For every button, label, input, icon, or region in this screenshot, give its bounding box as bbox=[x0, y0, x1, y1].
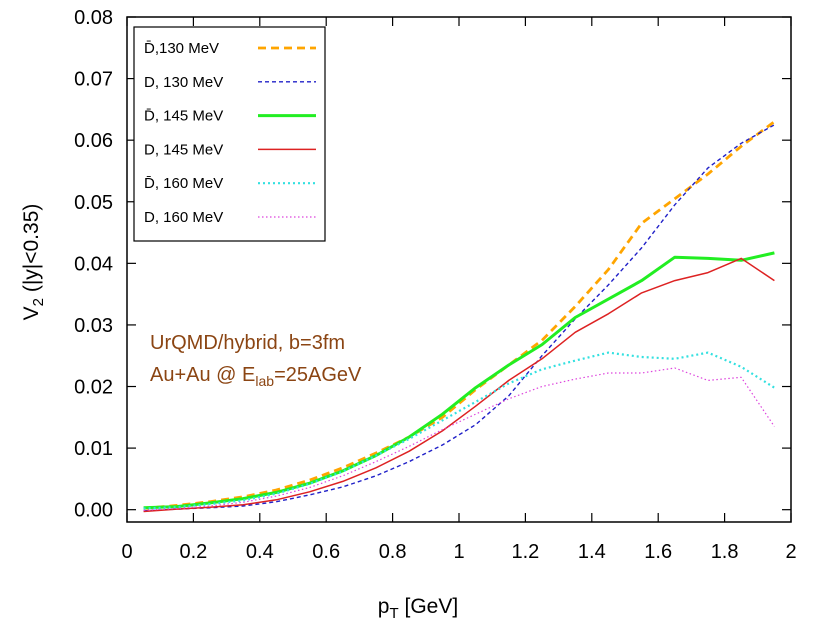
x-tick-label: 0.4 bbox=[246, 541, 274, 563]
legend-items: D̄,130 MeV D, 130 MeV D̄, 145 MeV D, 145 Me… bbox=[144, 40, 316, 226]
x-tick-label: 0.8 bbox=[379, 541, 407, 563]
y-tick-label: 0.08 bbox=[74, 7, 113, 29]
annotation-line1: UrQMD/hybrid, b=3fm bbox=[150, 332, 345, 354]
legend-box bbox=[133, 26, 326, 242]
x-axis-label-unit: [GeV] bbox=[399, 595, 459, 618]
x-tick-label: 0 bbox=[121, 541, 132, 563]
y-tick-label: 0.02 bbox=[74, 377, 113, 399]
legend-label: D, 160 MeV bbox=[144, 209, 223, 226]
annotation-line2-prefix: Au+Au @ E bbox=[150, 364, 255, 386]
series-line bbox=[143, 351, 775, 510]
x-tick-label: 1.2 bbox=[511, 541, 539, 563]
y-tick-label: 0.01 bbox=[74, 438, 113, 460]
x-tick-label: 1.6 bbox=[644, 541, 672, 563]
annotation-line2-suffix: =25AGeV bbox=[274, 364, 362, 386]
legend-label: D̄, 145 MeV bbox=[144, 108, 223, 125]
legend: D̄,130 MeV D, 130 MeV D̄, 145 MeV D, 145 Me… bbox=[133, 26, 326, 242]
series-line bbox=[143, 124, 775, 512]
legend-label: D̄, 160 MeV bbox=[144, 175, 223, 192]
annotation-line2-sub: lab bbox=[255, 373, 274, 389]
legend-label: D̄,130 MeV bbox=[144, 40, 219, 57]
x-tick-label: 1 bbox=[453, 541, 464, 563]
annotation-line2: Au+Au @ Elab=25AGeV bbox=[150, 364, 362, 389]
y-tick-label: 0.00 bbox=[74, 500, 113, 522]
x-axis-label-sub: T bbox=[389, 605, 398, 622]
y-tick-label: 0.07 bbox=[74, 69, 113, 91]
x-axis-label: pT [GeV] bbox=[378, 595, 458, 622]
series-line bbox=[143, 251, 775, 510]
axis-ticks bbox=[126, 16, 792, 522]
x-tick-label: 1.8 bbox=[711, 541, 739, 563]
legend-label: D, 130 MeV bbox=[144, 74, 223, 91]
y-tick-label: 0.04 bbox=[74, 253, 113, 275]
legend-label: D, 145 MeV bbox=[144, 141, 223, 158]
axis-tick-labels: 0 0.2 0.4 0.6 0.8 1 1.2 1.4 1.6 1.8 2 0.00 0.01 0.02 0… bbox=[74, 7, 797, 563]
x-axis-label-main: p bbox=[378, 595, 390, 618]
y-axis-label: V2 (|y|<0.35) bbox=[20, 204, 47, 321]
x-tick-label: 0.2 bbox=[179, 541, 207, 563]
x-tick-label: 0.6 bbox=[312, 541, 340, 563]
series-line bbox=[143, 257, 775, 513]
y-axis-label-rest: (|y|<0.35) bbox=[20, 204, 43, 298]
y-tick-label: 0.03 bbox=[74, 315, 113, 337]
y-tick-label: 0.05 bbox=[74, 192, 113, 214]
series-lines bbox=[143, 120, 776, 513]
y-axis-label-sub: 2 bbox=[30, 298, 47, 306]
y-tick-label: 0.06 bbox=[74, 130, 113, 152]
y-axis-label-main: V bbox=[20, 306, 43, 320]
series-line bbox=[143, 120, 776, 510]
x-tick-label: 1.4 bbox=[578, 541, 606, 563]
x-tick-label: 2 bbox=[785, 541, 796, 563]
